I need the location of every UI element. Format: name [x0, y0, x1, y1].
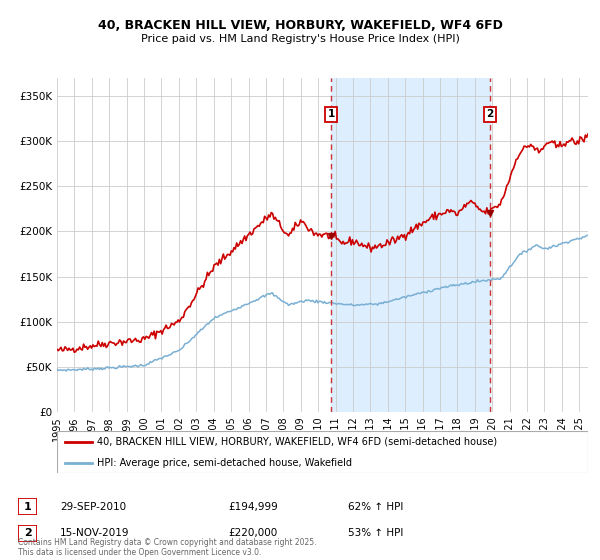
Text: Price paid vs. HM Land Registry's House Price Index (HPI): Price paid vs. HM Land Registry's House … — [140, 34, 460, 44]
Text: £220,000: £220,000 — [228, 528, 277, 538]
FancyBboxPatch shape — [18, 498, 37, 515]
FancyBboxPatch shape — [57, 431, 588, 473]
Text: £194,999: £194,999 — [228, 502, 278, 512]
Text: 40, BRACKEN HILL VIEW, HORBURY, WAKEFIELD, WF4 6FD: 40, BRACKEN HILL VIEW, HORBURY, WAKEFIEL… — [98, 18, 502, 32]
Text: HPI: Average price, semi-detached house, Wakefield: HPI: Average price, semi-detached house,… — [97, 458, 352, 468]
Text: 40, BRACKEN HILL VIEW, HORBURY, WAKEFIELD, WF4 6FD (semi-detached house): 40, BRACKEN HILL VIEW, HORBURY, WAKEFIEL… — [97, 437, 497, 447]
Bar — [331, 78, 490, 412]
Text: 2: 2 — [487, 109, 494, 119]
Text: Contains HM Land Registry data © Crown copyright and database right 2025.
This d: Contains HM Land Registry data © Crown c… — [18, 538, 317, 557]
FancyBboxPatch shape — [18, 525, 37, 542]
Text: 62% ↑ HPI: 62% ↑ HPI — [348, 502, 403, 512]
Text: 15-NOV-2019: 15-NOV-2019 — [60, 528, 130, 538]
Text: 29-SEP-2010: 29-SEP-2010 — [60, 502, 126, 512]
Text: 53% ↑ HPI: 53% ↑ HPI — [348, 528, 403, 538]
Text: 2: 2 — [24, 528, 31, 538]
Text: 1: 1 — [24, 502, 31, 512]
Text: 1: 1 — [328, 109, 335, 119]
